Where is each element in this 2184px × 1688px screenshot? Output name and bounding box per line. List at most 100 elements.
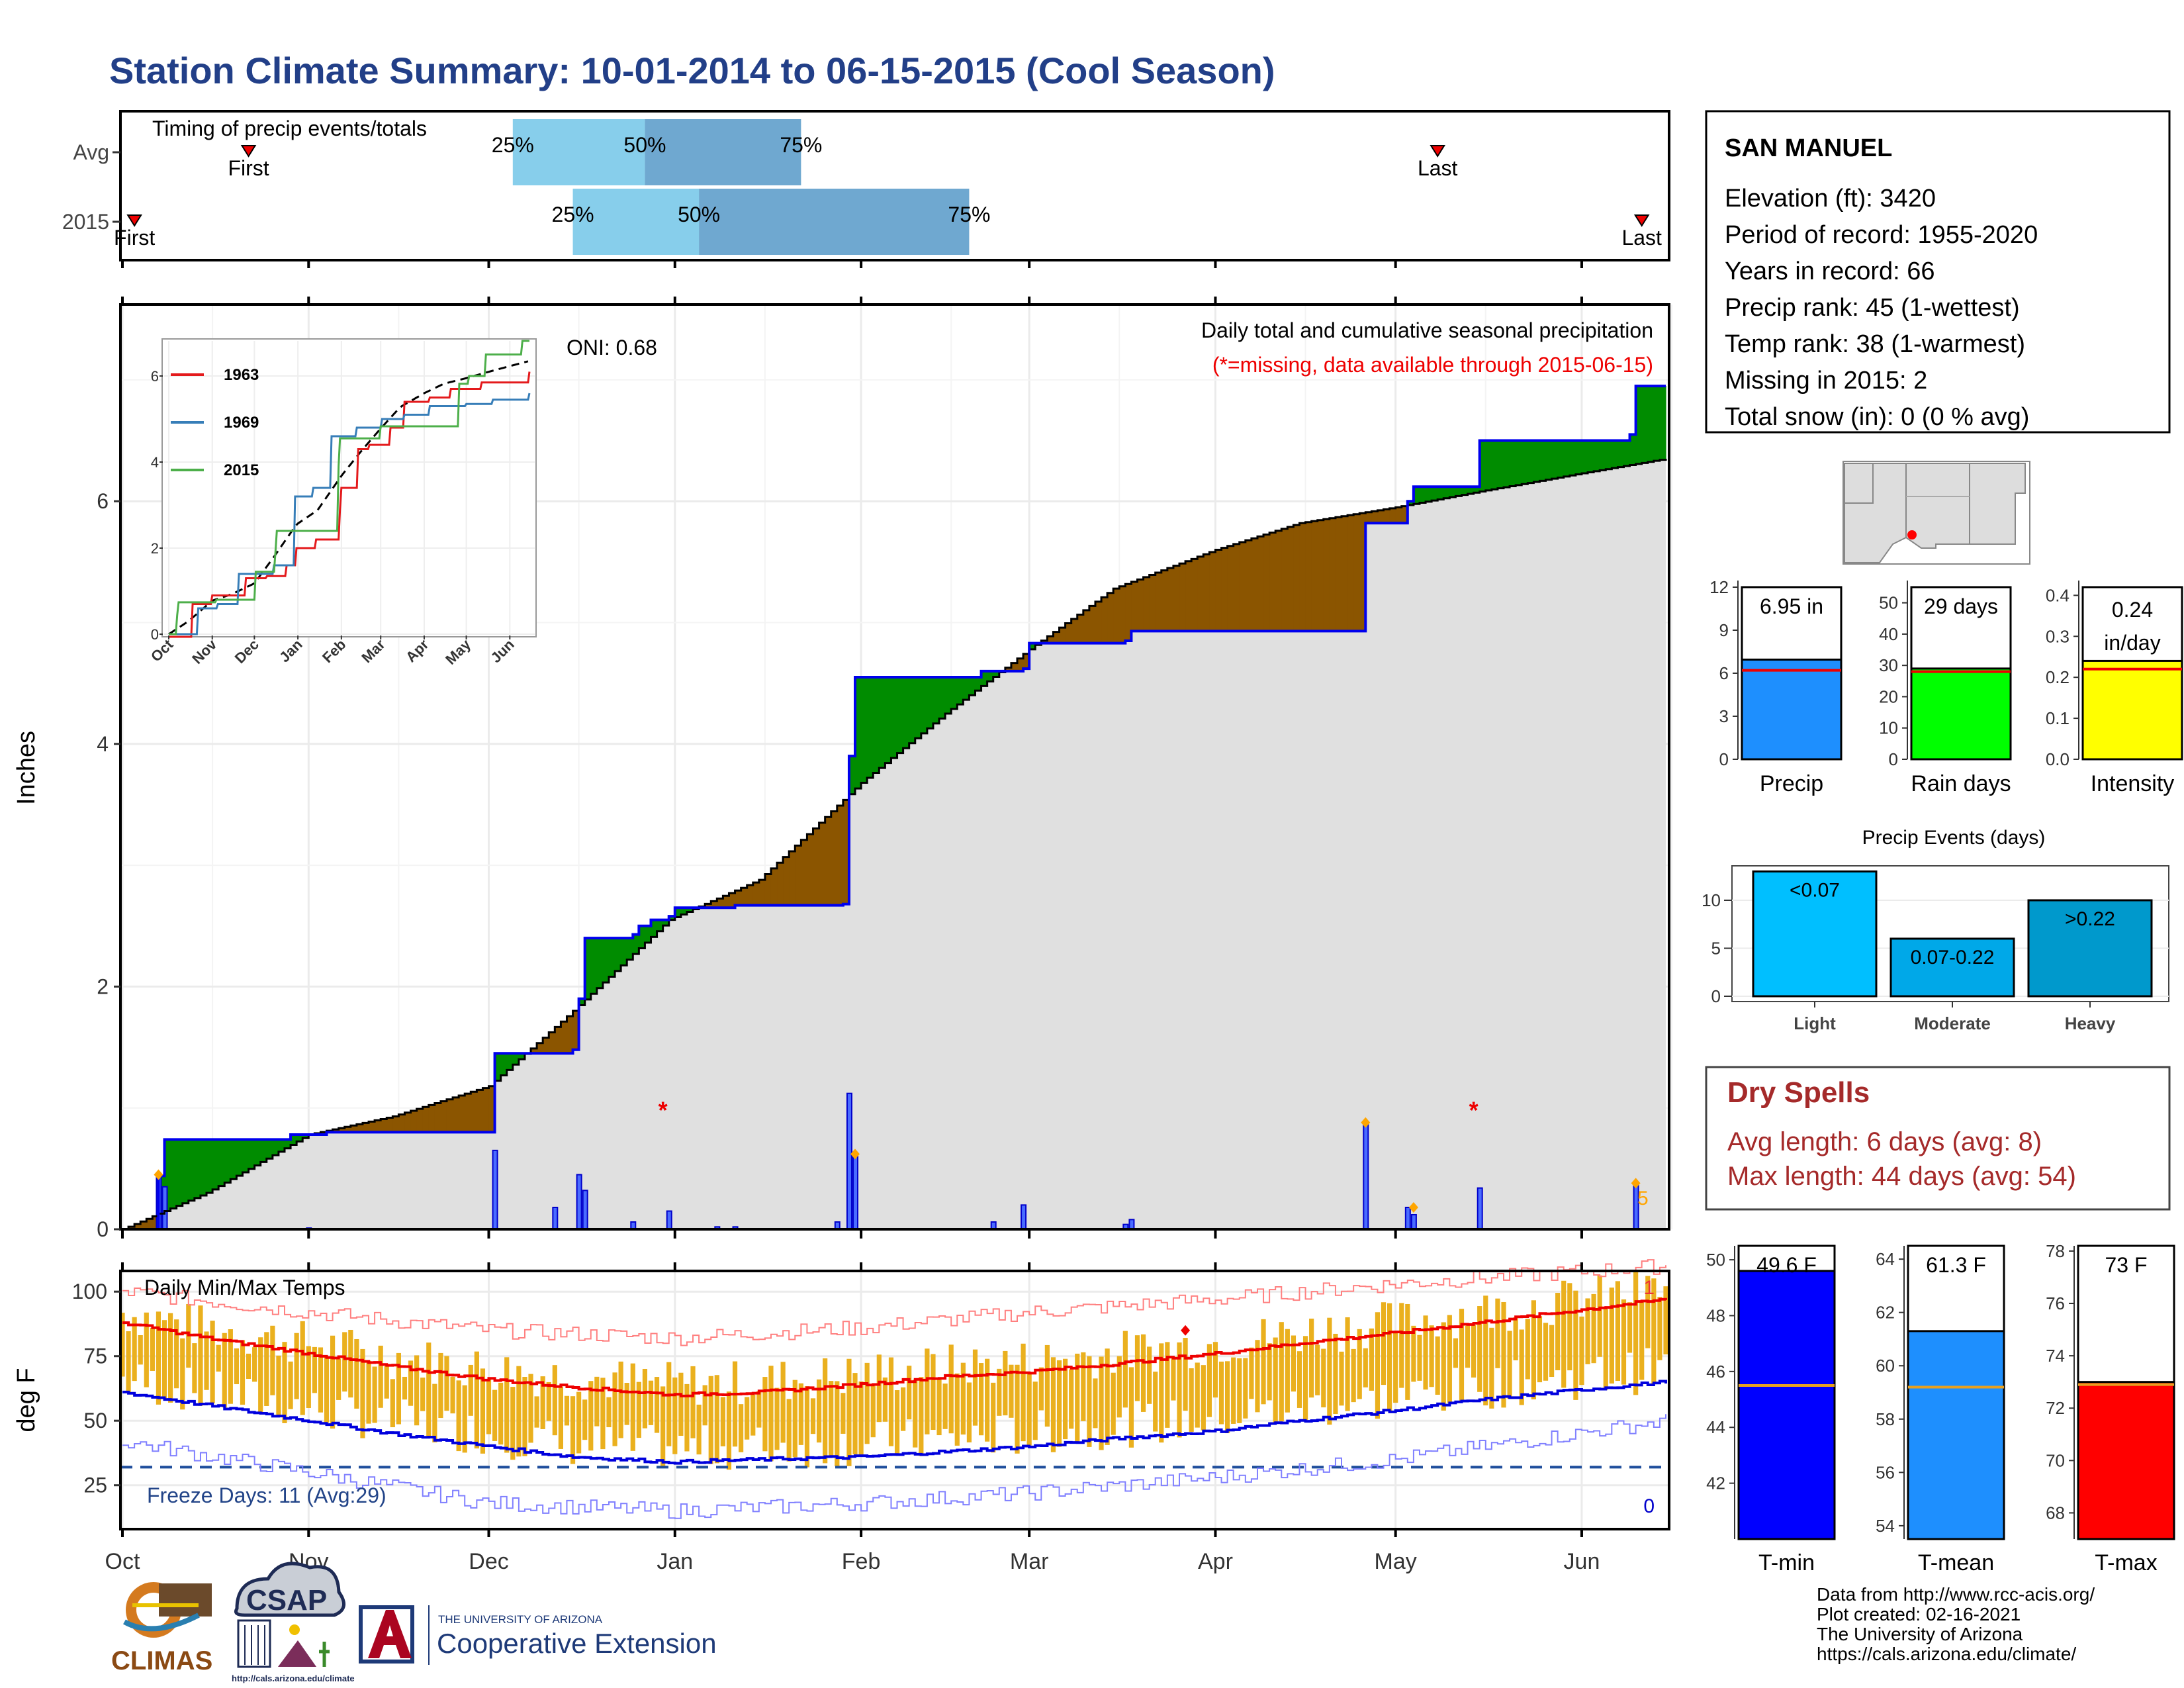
daily-temp-bar: [870, 1385, 876, 1438]
daily-temp-bar: [726, 1391, 732, 1470]
legend-label: 1969: [224, 414, 259, 432]
deficit-area: [801, 839, 808, 906]
surplus-area: [1467, 487, 1475, 494]
deficit-area: [1197, 556, 1204, 632]
surplus-area: [1575, 440, 1582, 475]
temp-bar-value: [1907, 1330, 2005, 1540]
top-event-marker: [154, 1169, 163, 1180]
record-marker: [1181, 1325, 1191, 1336]
timing-bar-25-50: [512, 119, 645, 185]
surplus-area: [224, 1139, 231, 1183]
deficit-area: [1353, 514, 1360, 632]
surplus-area: [879, 677, 886, 769]
temp-bar-value-label: 61.3 F: [1926, 1253, 1986, 1277]
daily-temp-bar: [1405, 1303, 1410, 1400]
deficit-area: [1377, 510, 1385, 524]
inset-y-tick-label: 6: [151, 368, 159, 385]
surplus-area: [1606, 440, 1612, 469]
surplus-area: [1533, 440, 1541, 482]
temp-count-top: 1: [1643, 1277, 1655, 1299]
deficit-area: [1323, 519, 1330, 632]
surplus-area: [212, 1139, 219, 1190]
top-event-marker: [1631, 1178, 1641, 1189]
daily-temp-bar: [1345, 1317, 1350, 1411]
daily-temp-bar: [1441, 1322, 1446, 1411]
csap-logo: CSAP http://cals.arizona.edu/climate: [232, 1562, 355, 1683]
daily-temp-bar: [438, 1352, 443, 1419]
daily-temp-bar: [1015, 1364, 1020, 1454]
mini-bar-tick-label: 50: [1879, 593, 1898, 613]
daily-temp-bar: [306, 1346, 311, 1408]
daily-temp-bar: [474, 1351, 479, 1449]
mini-bar-tick-label: 30: [1879, 655, 1898, 675]
daily-temp-bar: [1507, 1331, 1512, 1399]
surplus-area: [206, 1139, 213, 1194]
daily-temp-bar: [282, 1342, 287, 1423]
daily-temp-bar: [1513, 1317, 1518, 1360]
daily-temp-bar: [1375, 1312, 1381, 1419]
deficit-area: [705, 904, 711, 908]
surplus-area: [1539, 440, 1547, 481]
daily-temp-bar: [330, 1335, 336, 1429]
daily-temp-bar: [864, 1362, 870, 1444]
normal-min-line: [122, 1380, 1667, 1465]
daily-temp-bar: [972, 1349, 978, 1426]
season-bars: 0 3 6 9 12 6.95 in Precip 0 10 20 30 40 50 29 days Rai…: [1709, 577, 2183, 796]
surplus-area: [861, 677, 868, 783]
mini-bar-tick-label: 0.4: [2046, 585, 2070, 605]
surplus-area: [927, 677, 934, 729]
surplus-area: [230, 1139, 238, 1180]
surplus-area: [584, 938, 592, 1000]
daily-temp-bar: [1459, 1309, 1465, 1401]
temp-bar-tick-label: 48: [1706, 1305, 1725, 1325]
deficit-area: [1227, 545, 1234, 632]
daily-temp-bar: [1201, 1365, 1206, 1430]
deficit-area: [711, 901, 717, 908]
deficit-area: [1113, 588, 1120, 643]
deficit-area: [1209, 551, 1216, 632]
surplus-area: [1581, 440, 1588, 474]
daily-temp-bar: [1465, 1325, 1471, 1368]
daily-temp-bar: [1393, 1331, 1398, 1403]
mini-bar-tick-label: 10: [1879, 718, 1898, 738]
daily-precip-bar: [576, 1174, 582, 1231]
deficit-area: [140, 1221, 147, 1229]
temp-bar-tick-label: 44: [1706, 1417, 1725, 1437]
daily-temp-bar: [486, 1379, 492, 1434]
daily-temp-bar: [1489, 1327, 1494, 1409]
daily-temp-bar: [780, 1362, 786, 1443]
surplus-area: [200, 1139, 207, 1196]
deficit-area: [1293, 525, 1300, 632]
daily-temp-bar: [1177, 1342, 1182, 1438]
deficit-area: [1179, 563, 1186, 632]
month-label: Feb: [842, 1549, 881, 1574]
event-bar-label: Heavy: [2065, 1013, 2116, 1033]
surplus-area: [1497, 440, 1504, 489]
daily-temp-bar: [1357, 1329, 1362, 1399]
daily-temp-bar: [138, 1335, 143, 1365]
daily-temp-bar: [456, 1380, 461, 1452]
daily-temp-bar: [618, 1361, 623, 1438]
timing-p50-label: 50%: [623, 133, 666, 157]
deficit-area: [1233, 543, 1240, 632]
daily-temp-bar: [1333, 1333, 1338, 1415]
precip-chart: * * 0 2 4 6 Inches ONI: 0.68 Daily total and…: [13, 297, 1673, 1241]
daily-temp-bar: [1021, 1343, 1026, 1442]
daily-temp-bar: [1165, 1342, 1170, 1428]
surplus-area: [302, 1135, 309, 1139]
timing-bar-50-75: [645, 119, 801, 185]
surplus-area: [674, 908, 682, 917]
daily-temp-bar: [144, 1312, 149, 1387]
daily-temp-bar: [1549, 1325, 1555, 1378]
surplus-area: [975, 677, 982, 691]
daily-temp-bar: [1212, 1342, 1218, 1398]
deficit-area: [1083, 610, 1090, 643]
timing-last-label: Last: [1418, 156, 1458, 180]
deficit-area: [741, 888, 748, 906]
daily-temp-bar: [690, 1366, 696, 1438]
daily-temp-bar: [786, 1399, 792, 1462]
top-event-marker: [1361, 1117, 1371, 1128]
daily-precip-bar: [161, 1186, 168, 1230]
daily-temp-bar: [408, 1360, 414, 1406]
daily-temp-bar: [660, 1386, 666, 1468]
